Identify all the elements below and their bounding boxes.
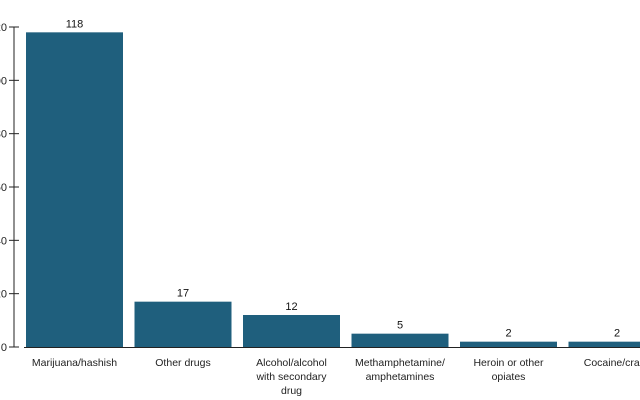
bar <box>460 341 557 347</box>
bar <box>568 341 640 347</box>
y-tick-label: 40 <box>0 235 7 247</box>
y-tick-label: 60 <box>0 182 7 194</box>
bar <box>351 333 449 347</box>
data-label: 118 <box>66 18 84 30</box>
data-label: 2 <box>505 328 511 340</box>
y-tick-label: 20 <box>0 289 7 301</box>
y-tick-label: 0 <box>1 342 7 354</box>
data-label: 17 <box>177 288 189 300</box>
bars <box>26 32 640 347</box>
bar <box>243 315 340 347</box>
category-labels: Marijuana/hashish Other drugs Alcohol/alco… <box>32 357 640 397</box>
category-label: Alcohol/alcohol with secondary drug <box>255 357 327 397</box>
data-labels: 118 17 12 5 2 2 <box>66 18 620 339</box>
category-label: Methamphetamine/amphetamines <box>355 357 445 383</box>
bar <box>134 301 232 347</box>
data-label: 12 <box>285 301 297 313</box>
data-label: 5 <box>397 320 403 332</box>
category-label: Cocaine/crack <box>584 357 640 369</box>
y-axis: 0 20 40 60 80 100 120 <box>0 22 640 354</box>
y-tick-label: 80 <box>0 129 7 141</box>
category-label: Heroin or other opiates <box>473 357 544 383</box>
category-label: Marijuana/hashish <box>32 357 117 369</box>
y-tick-label: 120 <box>0 22 7 34</box>
category-label: Other drugs <box>155 357 210 369</box>
data-label: 2 <box>614 328 620 340</box>
bar <box>26 32 123 347</box>
y-tick-label: 100 <box>0 75 7 87</box>
